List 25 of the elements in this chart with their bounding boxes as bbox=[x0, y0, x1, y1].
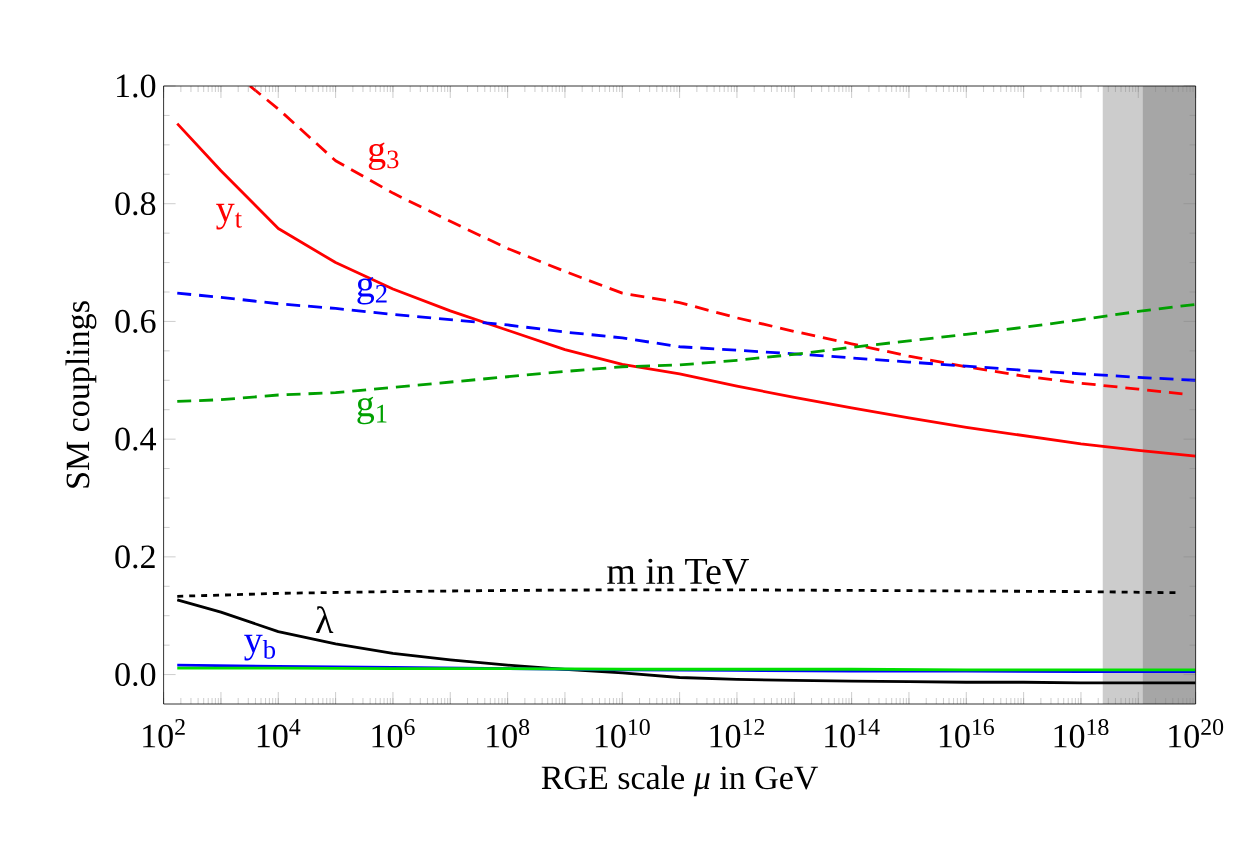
y-tick-label: 0.6 bbox=[115, 309, 156, 333]
x-tick-label: 10$^{14}$ bbox=[825, 719, 880, 748]
series-label: g$_{2}$ bbox=[357, 276, 387, 305]
y-tick-label: 0.4 bbox=[115, 427, 157, 451]
series-label: g$_{3}$ bbox=[368, 142, 399, 171]
y-axis-title: SM couplings bbox=[65, 301, 97, 488]
x-tick-label: 10$^{20}$ bbox=[1169, 719, 1224, 748]
series-label: m in TeV bbox=[607, 558, 749, 585]
x-tick-label: 10$^{8}$ bbox=[487, 719, 530, 748]
y-tick-label: 0.0 bbox=[115, 663, 156, 687]
x-tick-label: 10$^{2}$ bbox=[143, 719, 185, 748]
series-label: y$_{b}$ bbox=[244, 634, 276, 661]
y-tick-label: 0.8 bbox=[115, 192, 156, 216]
x-tick-label: 10$^{18}$ bbox=[1054, 719, 1109, 748]
x-tick-label: 10$^{6}$ bbox=[372, 719, 415, 748]
series-label: λ bbox=[316, 606, 334, 633]
x-tick-label: 10$^{4}$ bbox=[257, 719, 301, 748]
series-label: g$_{1}$ bbox=[357, 396, 387, 425]
y-tick-label: 0.2 bbox=[115, 545, 155, 569]
y-tick-label: 1.0 bbox=[117, 74, 156, 98]
series-label: y$_{t}$ bbox=[216, 203, 242, 230]
x-tick-label: 10$^{16}$ bbox=[939, 719, 994, 748]
x-tick-label: 10$^{10}$ bbox=[595, 719, 650, 748]
x-axis-title: RGE scale μ in GeV bbox=[541, 765, 819, 797]
x-tick-label: 10$^{12}$ bbox=[710, 719, 765, 748]
